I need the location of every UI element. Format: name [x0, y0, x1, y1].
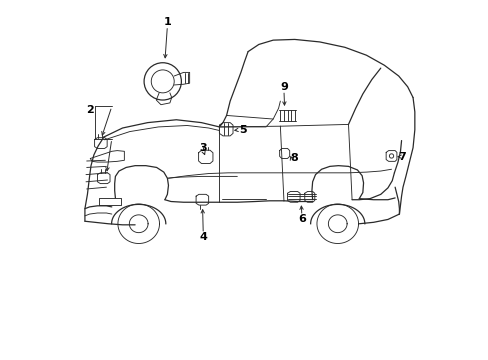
- Text: 9: 9: [280, 82, 287, 92]
- Text: 1: 1: [163, 17, 171, 27]
- Text: 4: 4: [199, 232, 207, 242]
- Text: 6: 6: [297, 215, 305, 224]
- Text: 7: 7: [398, 152, 406, 162]
- Text: 5: 5: [239, 125, 246, 135]
- Text: 3: 3: [199, 143, 206, 153]
- Text: 8: 8: [290, 153, 298, 163]
- Text: 2: 2: [86, 105, 94, 115]
